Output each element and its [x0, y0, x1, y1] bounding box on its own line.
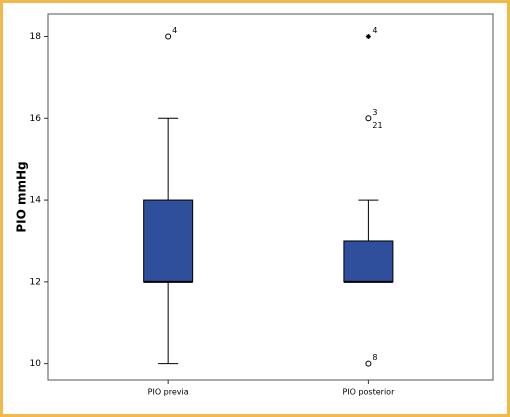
outlier-label: 8	[372, 353, 377, 362]
box	[143, 199, 194, 283]
x-tick-label: PIO previa	[148, 388, 189, 397]
plot-area	[47, 13, 494, 381]
y-tick-label: 10	[30, 359, 42, 369]
outlier-label: 4	[372, 26, 377, 35]
x-tick-label: PIO posterior	[342, 388, 395, 397]
y-tick-label: 14	[30, 196, 42, 206]
outlier-label: 21	[372, 121, 382, 130]
outlier	[365, 115, 372, 122]
outlier-label: 3	[372, 108, 377, 117]
outlier-star	[365, 33, 371, 39]
y-axis-label: PIO mmHg	[15, 161, 29, 232]
y-tick-label: 12	[30, 277, 41, 287]
y-tick-label: 18	[30, 32, 42, 42]
outlier	[165, 33, 172, 40]
outlier-label: 4	[172, 26, 177, 35]
y-tick-label: 16	[30, 114, 42, 124]
box	[343, 240, 394, 283]
outlier	[365, 360, 372, 367]
